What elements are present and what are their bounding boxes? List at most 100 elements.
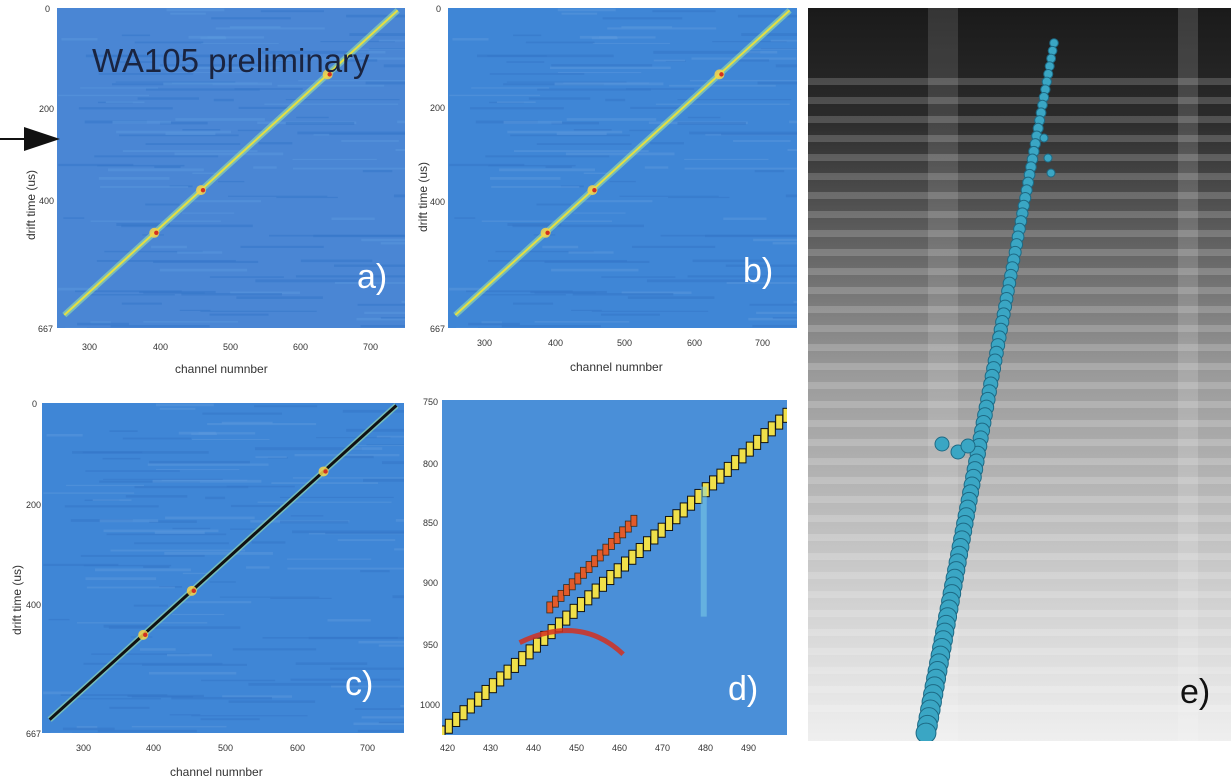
noise-stripe [378, 39, 405, 42]
xtick-b-400: 400 [548, 338, 564, 348]
hit-box [672, 509, 681, 525]
noise-stripe [745, 48, 797, 50]
ytick-c-667: 667 [26, 729, 42, 739]
noise-stripe [503, 120, 563, 124]
noise-stripe [400, 704, 404, 708]
noise-stripe [58, 94, 150, 97]
noise-stripe [178, 431, 216, 435]
noise-stripe [228, 700, 316, 703]
noise-stripe [677, 122, 746, 125]
noise-stripe [621, 26, 673, 29]
noise-stripe [107, 168, 204, 172]
noise-stripe [166, 72, 250, 74]
noise-stripe [222, 695, 293, 698]
noise-stripe [468, 322, 520, 326]
noise-stripe [188, 200, 262, 203]
noise-stripe [737, 14, 797, 18]
event-display-svg [808, 8, 1231, 744]
delta-hit [568, 578, 576, 591]
noise-stripe [787, 148, 797, 151]
noise-stripe [83, 662, 223, 665]
hit-box [562, 610, 571, 626]
noise-stripe [159, 268, 248, 272]
hit-box [474, 691, 483, 707]
noise-stripe [342, 409, 404, 413]
noise-stripe [551, 268, 639, 272]
noise-stripe [393, 194, 405, 198]
noise-stripe [213, 98, 234, 102]
noise-stripe [793, 300, 797, 303]
noise-stripe [207, 36, 265, 39]
noise-stripe [496, 101, 536, 104]
hit-box [628, 549, 637, 565]
noise-stripe [230, 504, 281, 508]
noise-stripe [221, 421, 273, 424]
noise-stripe [363, 478, 404, 482]
noise-stripe [630, 106, 680, 109]
noise-stripe [292, 530, 404, 534]
detector-strip [808, 325, 1231, 332]
detector-strip [808, 420, 1231, 427]
noise-stripe [394, 548, 404, 551]
noise-stripe [347, 447, 383, 450]
noise-stripe [86, 586, 175, 589]
noise-stripe [488, 164, 576, 167]
noise-stripe [226, 485, 295, 488]
noise-stripe [75, 290, 182, 293]
noise-stripe [351, 50, 386, 54]
detector-strip [808, 78, 1231, 85]
panel-letter-c: c) [345, 665, 374, 703]
noise-stripe [449, 287, 490, 291]
xtick-c-700: 700 [360, 743, 376, 753]
xtick-d-490: 490 [741, 743, 757, 753]
noise-stripe [748, 317, 797, 321]
detector-strip [808, 458, 1231, 465]
noise-stripe [785, 194, 797, 198]
noise-stripe [200, 310, 317, 312]
noise-stripe [112, 120, 171, 124]
noise-stripe [159, 64, 261, 67]
noise-stripe [90, 321, 111, 324]
noise-stripe [48, 618, 70, 621]
detector-strip [808, 344, 1231, 351]
noise-stripe [169, 714, 201, 716]
noise-stripe [97, 164, 185, 167]
noise-stripe [286, 558, 372, 560]
track-line [63, 9, 399, 316]
noise-stripe [689, 131, 797, 135]
noise-stripe [236, 296, 323, 299]
noise-stripe [219, 596, 320, 598]
noise-stripe [209, 276, 284, 278]
watermark-label: WA105 preliminary [92, 42, 370, 79]
hit-box [665, 515, 674, 531]
xtick-a-300: 300 [82, 342, 98, 352]
noise-stripe [609, 180, 636, 183]
delta-hit [619, 526, 627, 539]
noise-stripe [550, 66, 671, 70]
ytick-d-1000: 1000 [420, 700, 441, 710]
noise-stripe [43, 691, 84, 695]
detector-strip [808, 477, 1231, 484]
noise-stripe [544, 260, 650, 264]
noise-stripe [106, 533, 227, 536]
noise-stripe [116, 222, 170, 226]
noise-stripe [365, 81, 405, 85]
noise-stripe [230, 528, 261, 530]
delta-hit [552, 595, 559, 608]
noise-stripe [290, 515, 324, 517]
noise-stripe [174, 152, 284, 156]
panel-b: 0 200 400 667 300 400 500 600 700 channe… [400, 0, 800, 390]
noise-stripe [62, 727, 115, 731]
noise-stripe [149, 460, 250, 464]
noise-stripe [105, 101, 145, 104]
noise-stripe [175, 118, 265, 121]
xtick-c-300: 300 [76, 743, 92, 753]
noise-stripe [165, 516, 255, 520]
noise-stripe [262, 59, 294, 62]
noise-stripe [94, 155, 219, 158]
noise-stripe [227, 195, 328, 197]
noise-stripe [109, 430, 138, 432]
noise-stripe [238, 106, 288, 109]
noise-stripe [537, 88, 651, 91]
noise-stripe [568, 251, 614, 254]
